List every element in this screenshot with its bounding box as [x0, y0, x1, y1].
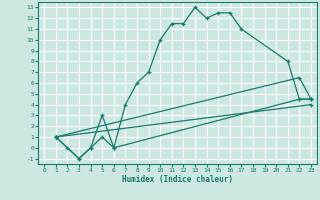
- X-axis label: Humidex (Indice chaleur): Humidex (Indice chaleur): [122, 175, 233, 184]
